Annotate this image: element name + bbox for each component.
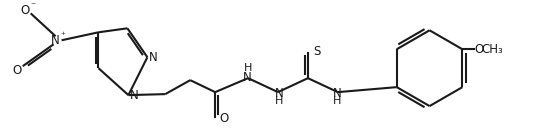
- Text: ⁻: ⁻: [30, 1, 35, 11]
- Text: O: O: [12, 64, 21, 77]
- Text: H: H: [244, 63, 252, 73]
- Text: H: H: [275, 96, 283, 106]
- Text: N: N: [51, 34, 60, 47]
- Text: O: O: [20, 4, 29, 17]
- Text: O: O: [475, 43, 484, 56]
- Text: H: H: [333, 96, 341, 106]
- Text: N: N: [333, 87, 341, 100]
- Text: N: N: [149, 51, 158, 64]
- Text: O: O: [220, 112, 229, 125]
- Text: N: N: [274, 87, 283, 100]
- Text: ⁺: ⁺: [60, 31, 65, 40]
- Text: S: S: [313, 45, 321, 58]
- Text: N: N: [130, 89, 139, 102]
- Text: CH₃: CH₃: [481, 43, 503, 56]
- Text: N: N: [243, 71, 251, 84]
